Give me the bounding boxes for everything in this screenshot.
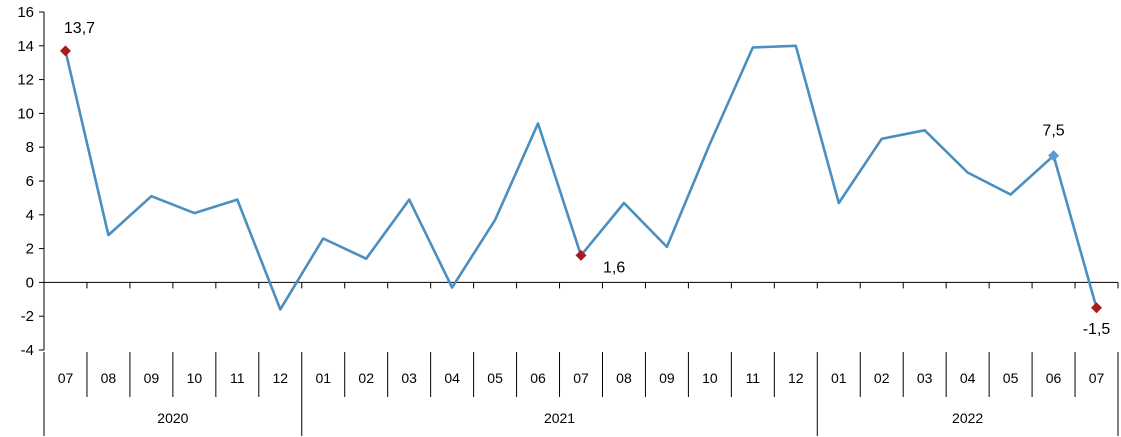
y-tick-label: 0 — [26, 274, 34, 291]
y-tick-label: 16 — [17, 4, 34, 21]
x-category-label: 08 — [101, 370, 117, 386]
x-category-label: 04 — [960, 370, 976, 386]
x-category-label: 06 — [530, 370, 546, 386]
x-axis: 07 08 09 10 11 12 01 02 03 04 05 06 07 08 09 10 11 12 01 02… — [43, 281, 1119, 436]
data-label: 13,7 — [64, 20, 95, 37]
x-category-label: 05 — [1003, 370, 1019, 386]
data-label: 7,5 — [1042, 123, 1064, 140]
x-category-label: 04 — [444, 370, 460, 386]
year-label: 2020 — [157, 410, 188, 426]
x-category-label: 09 — [659, 370, 675, 386]
highlight-marker — [575, 249, 587, 261]
annotations: 13,7 1,6 7,5 -1,5 — [59, 20, 1111, 338]
x-category-label: 07 — [58, 370, 74, 386]
data-label: 1,6 — [603, 259, 625, 276]
x-category-label: 03 — [917, 370, 933, 386]
y-tick-label: -2 — [21, 308, 34, 325]
x-category-label: 07 — [573, 370, 589, 386]
x-category-label: 11 — [746, 370, 761, 386]
y-axis: -4 -2 0 2 4 6 8 10 12 14 16 — [17, 4, 45, 359]
y-tick-label: 8 — [26, 139, 34, 156]
highlight-marker — [59, 45, 71, 57]
highlight-marker — [1048, 150, 1060, 162]
x-category-label: 08 — [616, 370, 632, 386]
x-category-label: 03 — [401, 370, 417, 386]
y-tick-label: -4 — [21, 342, 34, 359]
series-line-group — [64, 44, 1098, 311]
x-category-label: 12 — [272, 370, 288, 386]
x-category-label: 02 — [874, 370, 890, 386]
y-tick-label: 6 — [26, 173, 34, 190]
y-tick-label: 2 — [26, 241, 34, 258]
x-category-label: 07 — [1089, 370, 1105, 386]
x-category-label: 05 — [487, 370, 503, 386]
x-category-label: 10 — [702, 370, 718, 386]
x-category-label: 09 — [144, 370, 160, 386]
data-label: -1,5 — [1083, 321, 1111, 338]
x-category-label: 01 — [831, 370, 847, 386]
y-tick-label: 14 — [17, 38, 34, 55]
x-category-label: 02 — [358, 370, 374, 386]
x-category-label: 11 — [230, 370, 245, 386]
x-category-label: 06 — [1046, 370, 1062, 386]
x-category-label: 10 — [187, 370, 203, 386]
series-line — [64, 44, 1098, 311]
y-tick-label: 4 — [26, 207, 34, 224]
highlight-marker — [1091, 302, 1103, 314]
y-tick-label: 10 — [17, 105, 34, 122]
x-category-label: 01 — [315, 370, 331, 386]
year-label: 2022 — [952, 410, 983, 426]
x-category-label: 12 — [788, 370, 804, 386]
y-tick-label: 12 — [17, 72, 34, 89]
year-label: 2021 — [544, 410, 575, 426]
